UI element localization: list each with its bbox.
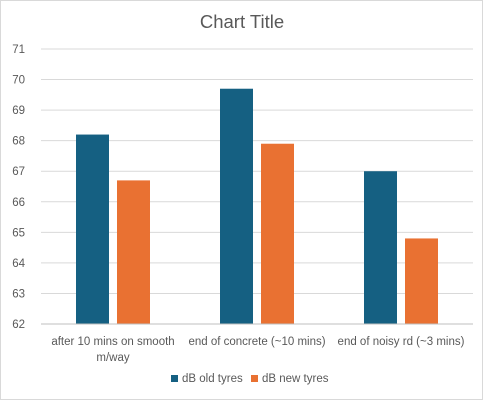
x-category-label: end of concrete (~10 mins) bbox=[188, 336, 325, 348]
bar-old-tyres bbox=[76, 134, 109, 324]
y-tick-label: 63 bbox=[12, 288, 25, 300]
legend-label: dB new tyres bbox=[262, 373, 329, 385]
legend: dB old tyres dB new tyres bbox=[171, 373, 329, 385]
bar-old-tyres bbox=[220, 88, 253, 324]
y-tick-label: 70 bbox=[12, 75, 25, 87]
x-category-label-line: after 10 mins on smooth bbox=[51, 336, 174, 348]
y-tick-label: 68 bbox=[12, 136, 25, 148]
y-tick-label: 64 bbox=[12, 258, 25, 270]
bar-new-tyres bbox=[405, 238, 438, 324]
bar-new-tyres bbox=[117, 180, 150, 324]
y-tick-label: 71 bbox=[12, 44, 25, 56]
gridlines bbox=[41, 48, 473, 294]
x-axis-category-labels: after 10 mins on smooth m/way end of concr… bbox=[51, 336, 464, 364]
bar-new-tyres bbox=[261, 143, 294, 324]
x-category-label-line: end of concrete (~10 mins) bbox=[188, 336, 325, 348]
y-tick-label: 69 bbox=[12, 105, 25, 117]
x-category-label-line: m/way bbox=[96, 352, 129, 364]
x-category-label-line: end of noisy rd (~3 mins) bbox=[338, 336, 465, 348]
legend-swatch bbox=[251, 375, 258, 382]
bars bbox=[76, 88, 438, 324]
legend-label: dB old tyres bbox=[182, 373, 243, 385]
y-tick-label: 62 bbox=[12, 319, 25, 331]
y-axis-tick-labels: 62 63 64 65 66 67 68 69 70 71 bbox=[12, 44, 25, 331]
x-category-label: end of noisy rd (~3 mins) bbox=[338, 336, 465, 348]
legend-swatch bbox=[171, 375, 178, 382]
y-tick-label: 67 bbox=[12, 166, 25, 178]
y-tick-label: 66 bbox=[12, 197, 25, 209]
bar-old-tyres bbox=[364, 171, 397, 324]
y-tick-label: 65 bbox=[12, 227, 25, 239]
chart-title: Chart Title bbox=[200, 11, 284, 32]
x-category-label: after 10 mins on smooth m/way bbox=[51, 336, 174, 364]
